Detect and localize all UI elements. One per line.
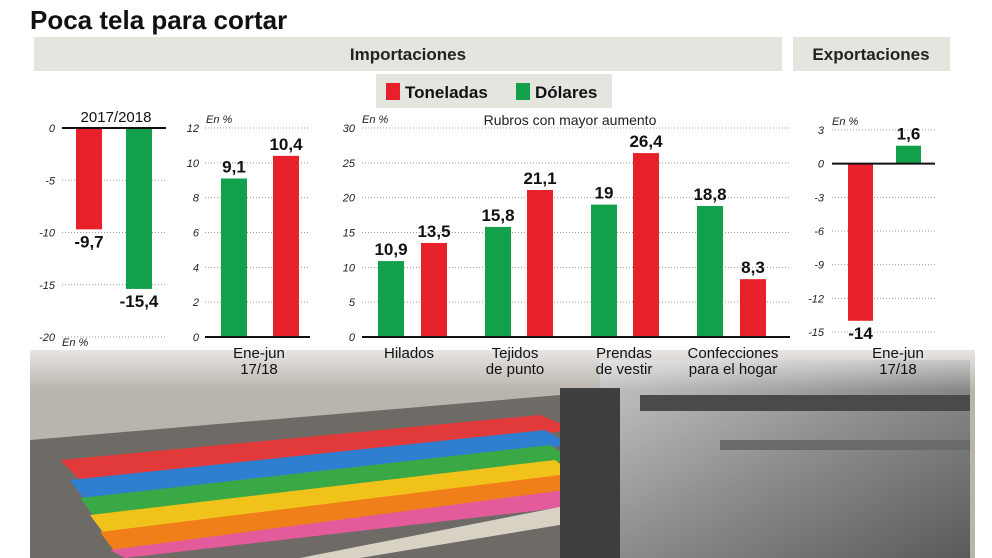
data-label-2-1-3: 8,3 [741,258,765,277]
loom-photo [30,330,975,558]
bar-3-1-0 [896,145,921,164]
ytick-label-2-2: 10 [343,262,356,274]
bar-0-1-0 [126,128,152,289]
data-label-2-1-2: 26,4 [629,132,663,151]
category-label-2-1-1: de punto [486,361,544,378]
bar-1-0-0 [221,178,247,337]
bar-2-1-2 [633,153,659,337]
panel-subtitle: Rubros con mayor aumento [484,112,657,128]
ytick-label-3-4: -9 [814,260,824,272]
ytick-label-0-1: -5 [45,175,56,187]
category-label-3-0-1: 17/18 [879,361,917,378]
legend-band [376,74,612,108]
ytick-label-2-3: 15 [343,228,356,240]
data-label-0-1-0: -15,4 [120,292,159,311]
category-label-1-0-0: Ene-jun [233,345,285,362]
category-label-2-0-0: Hilados [384,345,434,362]
category-label-3-0-0: Ene-jun [872,345,924,362]
ytick-label-2-6: 30 [343,123,356,135]
ytick-label-3-2: -3 [814,192,825,204]
panel-0: 0 -5 -10 -15 -20 En % 2017/2018 -9,7 -15,4 [39,106,166,349]
bar-2-1-3 [740,279,766,337]
bar-2-0-2 [591,204,617,337]
data-label-2-0-0: 10,9 [374,240,407,259]
category-label-2-3-1: para el hogar [689,361,777,378]
ytick-label-1-0: 0 [193,332,200,344]
ytick-label-1-6: 12 [187,123,199,135]
data-label-2-0-1: 15,8 [481,206,514,225]
legend: Toneladas Dólares [376,74,612,108]
panel-header-label: 2017/2018 [81,109,152,126]
bar-2-1-0 [421,242,447,337]
header-box [68,106,164,128]
data-label-2-0-3: 18,8 [693,185,726,204]
unit-label-2: En % [362,114,389,126]
data-label-2-1-0: 13,5 [417,222,450,241]
panel-2: 0 5 10 15 20 25 30 En % Rubros con mayor aumento… [342,112,790,378]
ytick-label-3-6: -15 [808,327,825,339]
ytick-label-1-5: 10 [187,158,200,170]
ytick-label-2-4: 20 [342,193,356,205]
ytick-label-1-2: 4 [193,262,199,274]
ytick-label-3-1: 0 [818,159,825,171]
chart-title: Poca tela para cortar [30,5,287,35]
category-label-2-3-0: Confecciones [688,345,779,362]
importaciones-title: Importaciones [350,45,466,64]
ytick-label-3-3: -6 [814,226,825,238]
bar-2-0-0 [378,261,404,337]
ytick-label-3-0: 3 [818,125,825,137]
bar-3-0-0 [848,163,873,321]
ytick-label-2-0: 0 [349,332,356,344]
category-label-1-0-1: 17/18 [240,361,278,378]
ytick-label-0-0: 0 [49,123,56,135]
data-label-2-1-1: 21,1 [523,169,556,188]
legend-label-1: Dólares [535,83,597,102]
legend-swatch-0 [386,83,400,100]
bar-0-0-0 [76,128,102,230]
ytick-label-1-4: 8 [193,193,200,205]
ytick-label-2-1: 5 [349,297,356,309]
ytick-label-1-1: 2 [192,297,199,309]
unit-label-3: En % [832,116,859,128]
ytick-label-3-5: -12 [808,293,824,305]
category-label-2-2-0: Prendas [596,345,652,362]
data-label-2-0-2: 19 [595,184,614,203]
ytick-label-0-3: -15 [39,280,56,292]
legend-label-0: Toneladas [405,83,488,102]
unit-label-1: En % [206,114,233,126]
bar-2-1-1 [527,190,553,337]
unit-label-0: En % [62,337,89,349]
data-label-0-0-0: -9,7 [74,232,103,251]
category-label-2-1-0: Tejidos [492,345,539,362]
ytick-label-1-3: 6 [193,228,200,240]
data-label-1-0-0: 9,1 [222,158,246,177]
exportaciones-title: Exportaciones [812,45,929,64]
exportaciones-band [793,37,950,71]
category-label-2-2-1: de vestir [596,361,653,378]
data-label-1-1-0: 10,4 [269,135,303,154]
data-label-3-1-0: 1,6 [897,125,921,144]
importaciones-band [34,37,782,71]
ytick-label-0-2: -10 [39,228,56,240]
legend-swatch-1 [516,83,530,100]
bar-1-1-0 [273,155,299,337]
ytick-label-2-5: 25 [342,158,356,170]
data-label-3-0-0: -14 [848,324,873,343]
bar-2-0-1 [485,226,511,337]
section-headers: Importaciones Exportaciones [34,37,950,71]
bar-2-0-3 [697,206,723,337]
ytick-label-0-4: -20 [39,332,56,344]
